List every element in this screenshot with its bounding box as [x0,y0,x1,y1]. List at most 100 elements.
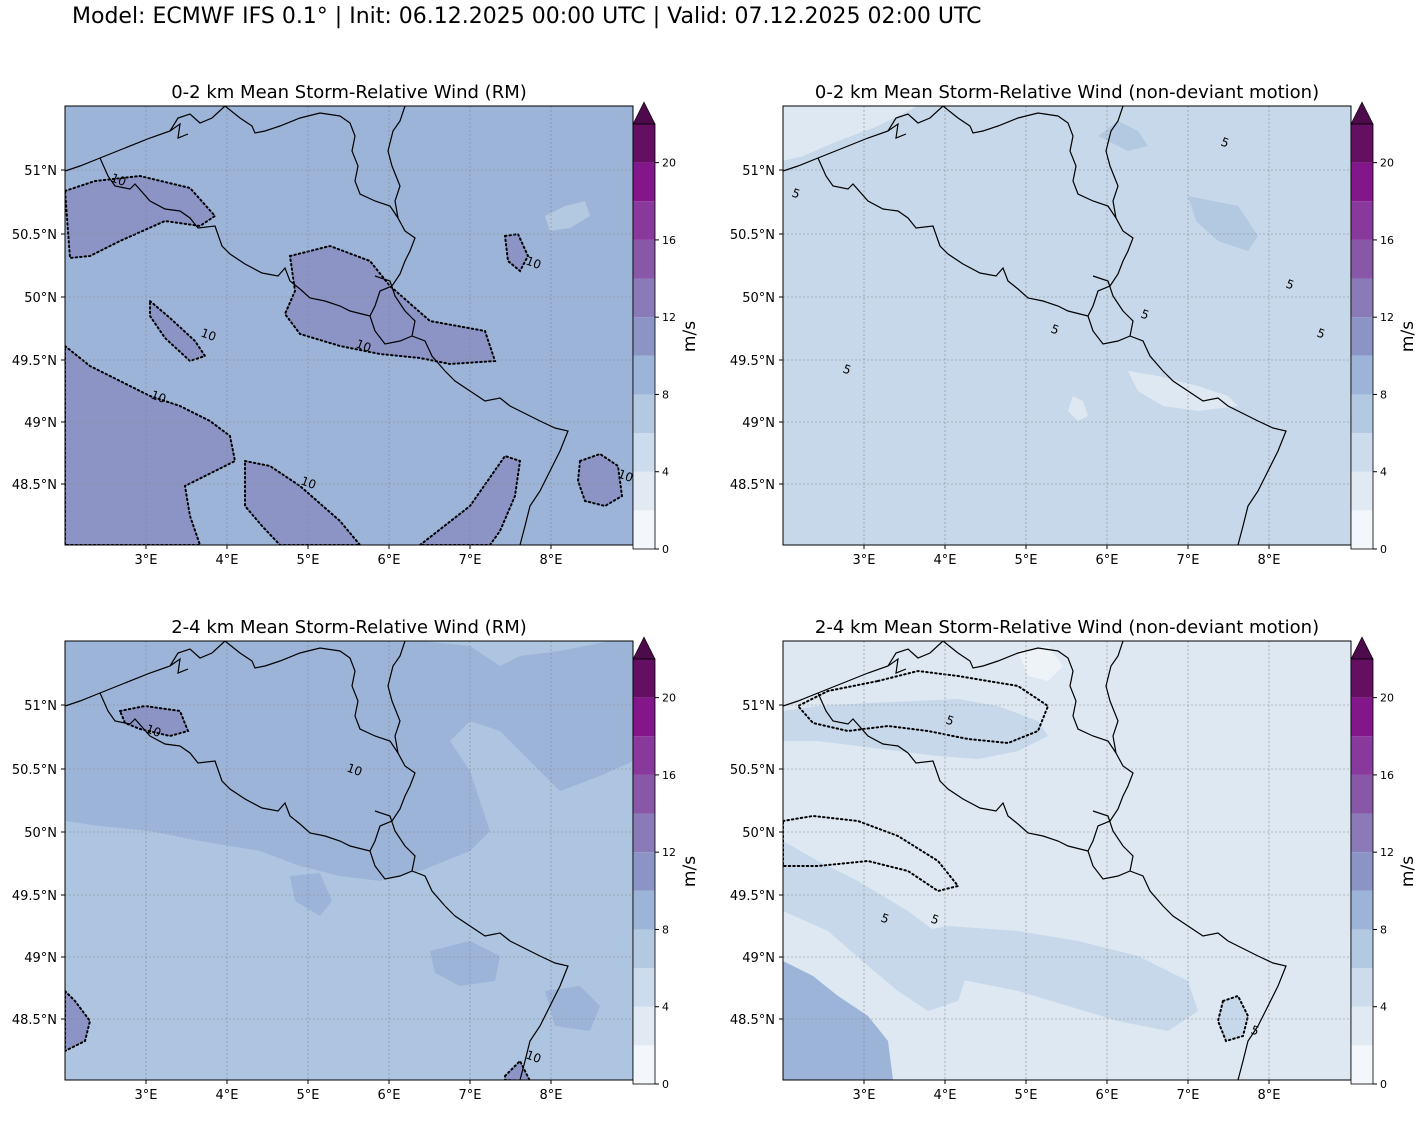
colorbar-segment [633,317,655,356]
contour-label: 10 [524,1048,543,1066]
lon-tick-label: 7°E [1177,553,1200,568]
colorbar-segment [633,659,655,698]
country-border [411,870,569,1080]
colorbar-tick-label: 0 [662,1078,669,1091]
colorbar-segment [633,968,655,1007]
colorbar-tick-label: 4 [662,466,669,479]
country-border [887,122,907,139]
filled-contour [1188,196,1258,251]
colorbar-tick-label: 16 [1380,234,1394,247]
contour-label: 5 [1284,277,1296,293]
colorbar-segment [1351,697,1373,737]
colorbar-segment [1351,1006,1373,1046]
lon-tick-label: 5°E [297,553,320,568]
colorbar-tick-label: 12 [662,311,676,324]
contour-label: 10 [149,388,168,406]
colorbar-segment [633,471,655,511]
country-border [99,157,371,317]
contour-label: 5 [1219,135,1231,151]
colorbar-segment [633,774,655,814]
contour-label: 10 [524,254,543,272]
colorbar-segment [1351,355,1373,395]
filled-contour [430,941,500,986]
lat-tick-label: 49°N [24,416,57,431]
colorbar-segment [633,852,655,891]
panel-title: 0-2 km Mean Storm-Relative Wind (RM) [171,82,527,103]
colorbar-segment [633,1006,655,1046]
colorbar-segment [1351,929,1373,969]
colorbar-segment [633,1045,655,1084]
filled-contour [65,641,633,881]
contour-label: 10 [345,761,364,779]
colorbar-tick-label: 8 [662,388,669,401]
field-layer: 10 10 10 [65,641,633,1080]
map-canvas: 10 10 10 3°E 4°E 5°E 6°E 7°E 8°E 51°N 50.5°N 50°N 49… [12,636,700,1103]
country-border [369,810,416,880]
colorbar-unit-label: m/s [1398,321,1418,352]
colorbar-tick-label: 20 [662,692,676,705]
contour-line [503,232,530,273]
colorbar-segment [633,278,655,318]
lon-tick-label: 4°E [934,553,957,568]
colorbar-tick-label: 12 [1380,311,1394,324]
colorbar-extend-arrow [632,101,656,125]
lat-tick-label: 50°N [742,291,775,306]
contour-line [796,669,1050,745]
lon-tick-label: 7°E [1177,1088,1200,1103]
contour-line [65,174,217,260]
lat-tick-label: 49°N [742,951,775,966]
colorbar-segment [1351,510,1373,549]
colorbar-tick-label: 8 [1380,923,1387,936]
field-background [783,106,1351,545]
contour-line [149,298,207,363]
colorbar-tick-label: 20 [1380,692,1394,705]
country-border [942,106,1117,219]
colorbar-segment [1351,317,1373,356]
map-canvas: 10 10 10 10 10 10 10 3°E 4°E 5°E 6°E 7°E 8°E 51°N 50.5… [12,101,700,568]
field-layer: 5 5 5 5 5 5 5 [783,106,1351,545]
panel-title: 0-2 km Mean Storm-Relative Wind (non-dev… [814,82,1320,103]
colorbar-unit-label: m/s [1398,856,1418,887]
contour-line [576,452,624,508]
lat-tick-label: 51°N [24,164,57,179]
filled-contour [1128,371,1238,411]
colorbar-segment [633,813,655,853]
colorbar-frame [1350,123,1374,550]
colorbar-frame [632,123,656,550]
colorbar-segment [1351,394,1373,434]
lon-tick-label: 8°E [540,553,563,568]
field-layer: 10 10 10 10 10 10 10 [65,106,633,545]
map-panel-2-4km-rm: 2-4 km Mean Storm-Relative Wind (RM) 10 10… [0,611,700,1131]
contour-label: 5 [1249,1023,1261,1039]
colorbar-tick-label: 8 [1380,388,1387,401]
colorbar-tick-label: 20 [662,157,676,170]
lat-tick-label: 50.5°N [730,228,775,243]
lat-tick-label: 50.5°N [12,228,57,243]
colorbar-tick-label: 4 [1380,466,1387,479]
lon-tick-label: 5°E [1015,1088,1038,1103]
colorbar-segment [1351,890,1373,930]
lon-tick-label: 3°E [135,1088,158,1103]
country-border [1129,870,1287,1080]
colorbar-segment [633,355,655,395]
colorbar-tick-label: 16 [662,234,676,247]
contour-label: 5 [1139,307,1151,323]
lat-tick-label: 49.5°N [730,354,775,369]
lon-tick-label: 3°E [853,553,876,568]
map-panel-2-4km-nondeviant: 2-4 km Mean Storm-Relative Wind (non-dev… [718,611,1418,1131]
country-border [942,641,1117,754]
colorbar-segment [1351,278,1373,318]
colorbar-segment [1351,736,1373,775]
colorbar-unit-label: m/s [680,856,700,887]
country-border [817,692,1089,852]
colorbar-extend-arrow [1350,101,1374,125]
filled-contour [545,201,590,231]
contour-label: 10 [354,337,373,355]
filled-contour [783,961,893,1080]
contour-label: 5 [841,362,853,378]
colorbar-segment [633,929,655,969]
country-border [369,641,416,852]
lat-tick-label: 50.5°N [12,763,57,778]
colorbar-segment [1351,659,1373,698]
lon-tick-label: 8°E [1258,553,1281,568]
